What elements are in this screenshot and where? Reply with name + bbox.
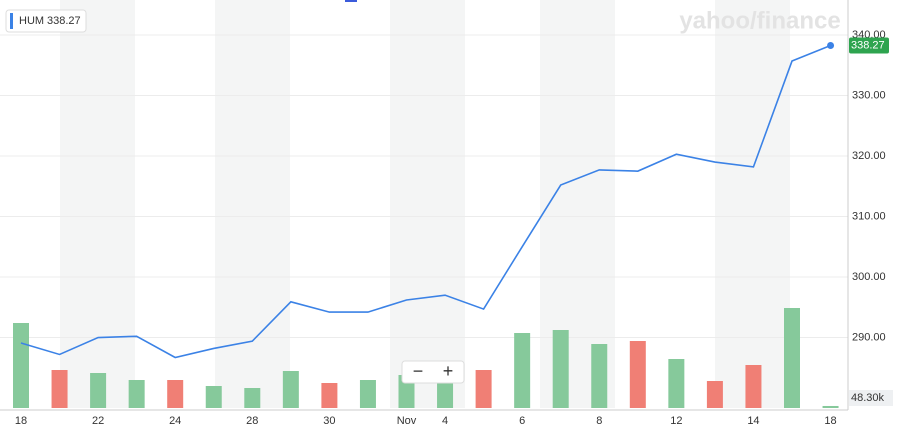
volume-bar xyxy=(822,405,839,408)
volume-bar xyxy=(706,381,723,408)
volume-tag xyxy=(849,389,893,406)
volume-bar xyxy=(205,386,222,408)
volume-bar xyxy=(282,371,299,408)
y-tick-label: 290.00 xyxy=(852,331,886,343)
x-tick-label: 14 xyxy=(747,415,759,427)
band xyxy=(715,0,790,408)
watermark: yahoo/finance xyxy=(679,7,840,34)
x-tick-label: 18 xyxy=(15,415,27,427)
x-tick-label: 18 xyxy=(824,415,836,427)
price-tag xyxy=(849,37,889,54)
volume-bar xyxy=(244,388,261,408)
volume-bar xyxy=(514,333,531,408)
x-tick-label: 6 xyxy=(519,415,525,427)
y-tick-label: 330.00 xyxy=(852,89,886,101)
band xyxy=(60,0,135,408)
x-tick-label: 22 xyxy=(92,415,104,427)
band xyxy=(390,0,465,408)
volume-bar xyxy=(591,344,608,408)
volume-bar xyxy=(167,380,184,408)
y-tick-label: 310.00 xyxy=(852,210,886,222)
volume-bar xyxy=(784,308,800,408)
volume-bar xyxy=(51,370,68,408)
y-tick-label: 320.00 xyxy=(852,150,886,162)
volume-bar xyxy=(90,373,107,408)
x-tick-label: 24 xyxy=(169,415,181,427)
volume-bar xyxy=(475,370,492,408)
price-line xyxy=(20,44,831,359)
legend-value: 338.27 xyxy=(47,15,81,27)
y-tick-label: 300.00 xyxy=(852,271,886,283)
band xyxy=(540,0,615,408)
x-tick-label: 30 xyxy=(323,415,335,427)
x-tick-label: 28 xyxy=(246,415,258,427)
legend-name: HUM xyxy=(19,15,44,27)
volume-bar xyxy=(552,330,569,408)
zoom-button[interactable]: + xyxy=(443,361,454,381)
zoom-button[interactable]: − xyxy=(413,361,424,381)
volume-bar xyxy=(745,365,762,408)
legend-box xyxy=(5,9,87,33)
shading xyxy=(60,0,790,408)
x-tick-label: 12 xyxy=(670,415,682,427)
volume-bar xyxy=(13,323,29,408)
top-marker xyxy=(345,0,357,2)
legend-swatch xyxy=(10,13,13,29)
volume-bar xyxy=(321,383,338,408)
price-tag-label: 338.27 xyxy=(851,39,885,51)
x-tick-label: Nov xyxy=(397,415,417,427)
volume-bar xyxy=(629,341,646,408)
x-tick-label: 4 xyxy=(442,415,448,427)
volume-bar xyxy=(359,380,376,408)
last-point xyxy=(827,41,835,49)
x-tick-label: 8 xyxy=(596,415,602,427)
zoom-controls xyxy=(401,360,465,384)
volume-bar xyxy=(128,380,145,408)
volume-bar xyxy=(668,359,685,408)
volume-tag-label: 48.30k xyxy=(851,392,885,404)
